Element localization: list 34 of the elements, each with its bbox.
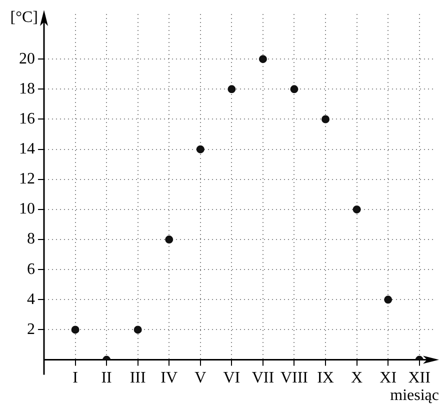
x-tick-label: IV — [160, 370, 178, 387]
y-tick-label: 20 — [19, 50, 35, 68]
y-tick-label: 8 — [27, 230, 35, 248]
x-tick-label: I — [72, 370, 78, 387]
x-tick-label: VII — [252, 370, 274, 387]
y-tick-label: 14 — [19, 140, 35, 158]
y-tick-label: 2 — [27, 320, 35, 338]
x-tick-label: VI — [223, 370, 240, 387]
y-tick-label: 16 — [19, 110, 35, 128]
y-axis-title: [°C] — [10, 9, 38, 26]
point — [290, 85, 298, 94]
point — [322, 115, 330, 124]
x-tick-label: V — [194, 370, 207, 387]
point — [352, 205, 361, 214]
y-tick-label: 18 — [19, 80, 35, 98]
x-axis-title: miesiąc — [390, 387, 439, 404]
point — [165, 236, 174, 244]
x-tick-label: IX — [317, 370, 334, 387]
x-tick-label: XII — [408, 370, 430, 387]
point — [71, 326, 80, 334]
x-tick-label: VIII — [280, 370, 308, 387]
y-tick-label: 10 — [19, 200, 35, 218]
y-tick-label: 6 — [27, 260, 35, 278]
y-tick-label: 4 — [27, 290, 35, 308]
x-tick-label: X — [351, 370, 364, 387]
point — [196, 145, 204, 154]
point — [134, 326, 142, 334]
x-tick-label: II — [101, 370, 112, 387]
point — [258, 55, 267, 64]
point — [228, 85, 236, 94]
x-tick-label: XI — [380, 370, 397, 387]
point — [384, 296, 392, 304]
x-tick-label: III — [130, 370, 146, 387]
y-tick-label: 12 — [19, 170, 35, 188]
